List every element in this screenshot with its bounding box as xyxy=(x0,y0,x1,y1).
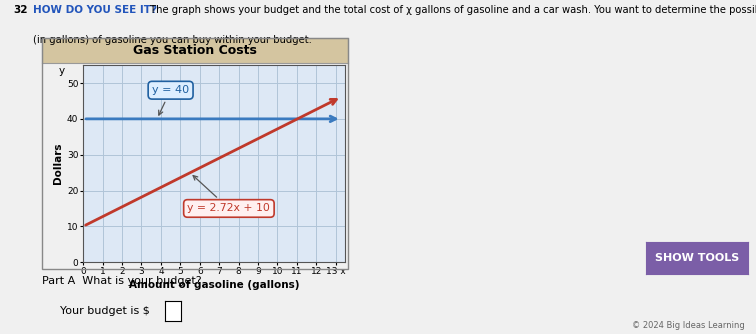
Text: The graph shows your budget and the total cost of χ gallons of gasoline and a ca: The graph shows your budget and the tota… xyxy=(147,5,756,15)
Text: Gas Station Costs: Gas Station Costs xyxy=(133,44,256,57)
Text: y = 40: y = 40 xyxy=(152,85,189,115)
Text: Your budget is $: Your budget is $ xyxy=(60,306,150,316)
Text: © 2024 Big Ideas Learning: © 2024 Big Ideas Learning xyxy=(632,321,745,330)
Text: SHOW TOOLS: SHOW TOOLS xyxy=(655,253,739,263)
Text: y = 2.72x + 10: y = 2.72x + 10 xyxy=(187,176,271,213)
Text: HOW DO YOU SEE IT?: HOW DO YOU SEE IT? xyxy=(33,5,157,15)
X-axis label: Amount of gasoline (gallons): Amount of gasoline (gallons) xyxy=(129,280,299,290)
Y-axis label: Dollars: Dollars xyxy=(53,143,63,184)
Text: (in gallons) of gasoline you can buy within your budget.: (in gallons) of gasoline you can buy wit… xyxy=(33,35,312,45)
Text: 32: 32 xyxy=(14,5,28,15)
Text: y: y xyxy=(59,66,65,76)
Text: Part A  What is your budget?: Part A What is your budget? xyxy=(42,276,201,286)
